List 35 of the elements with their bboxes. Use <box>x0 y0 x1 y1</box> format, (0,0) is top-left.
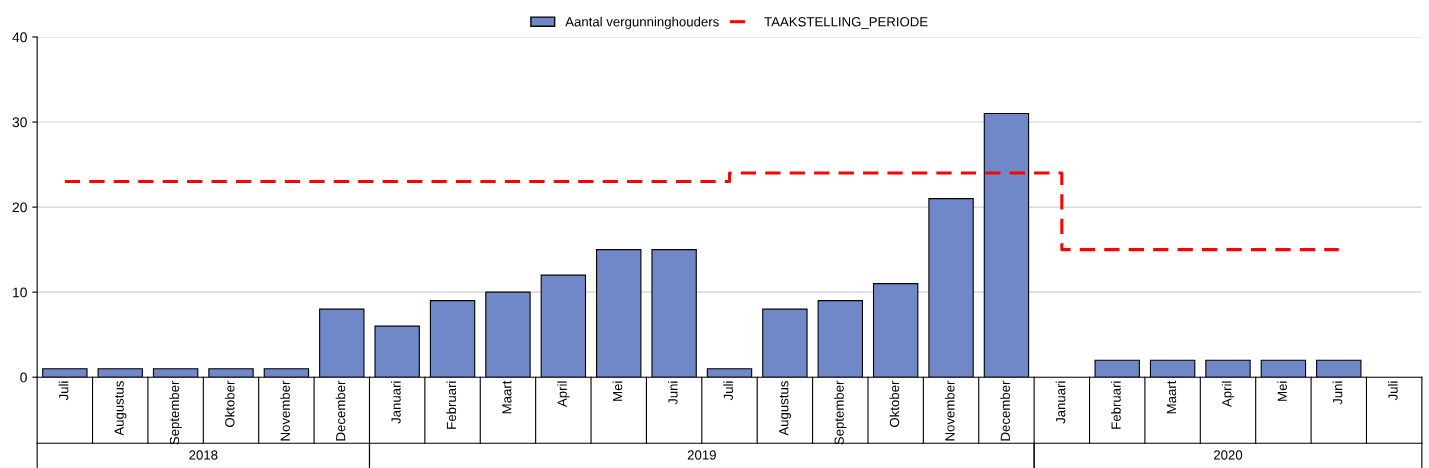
x-tick-label: Maart <box>1166 380 1177 414</box>
x-tick-label: April <box>557 381 570 407</box>
x-tick-label: Februari <box>1111 381 1121 429</box>
x-tick-label: December <box>335 380 346 441</box>
y-tick-label: 10 <box>13 287 27 298</box>
y-tick-label: 30 <box>12 117 27 128</box>
legend-label: TAAKSTELLING_PERIODE <box>764 17 928 29</box>
x-tick-label: Juni <box>1332 381 1343 405</box>
x-tick-label: Juli <box>1388 381 1398 401</box>
x-tick-label: Juli <box>723 381 734 401</box>
x-tick-label: Mei <box>612 381 623 401</box>
x-tick-label: September <box>169 380 182 445</box>
x-tick-label: Oktober <box>224 380 235 427</box>
text: 2019 <box>687 450 716 460</box>
x-tick-label: Augustus <box>114 381 127 436</box>
x-tick-label: Augustus <box>779 381 792 436</box>
x-tick-label: Februari <box>446 381 457 429</box>
x-tick-label: Juni <box>667 381 678 405</box>
x-tick-label: Mei <box>1277 381 1287 401</box>
x-tick-label: November <box>944 380 955 441</box>
x-tick-label: December <box>1000 380 1010 441</box>
x-tick-label: Oktober <box>889 380 900 427</box>
y-tick-label: 20 <box>12 202 27 213</box>
y-tick-label: 40 <box>12 32 27 43</box>
x-tick-label: Januari <box>1055 381 1066 424</box>
text: 2018 <box>189 450 218 460</box>
text: 2020 <box>1213 450 1243 460</box>
x-tick-label: November <box>280 380 290 441</box>
x-tick-label: September <box>834 380 847 445</box>
x-tick-label: Maart <box>502 380 512 414</box>
x-tick-label: Januari <box>391 381 401 424</box>
y-tick-label: 0 <box>20 372 27 383</box>
legend-label: Aantal vergunninghouders <box>565 16 719 30</box>
x-tick-label: April <box>1221 381 1235 407</box>
x-tick-label: Juli <box>58 381 69 401</box>
